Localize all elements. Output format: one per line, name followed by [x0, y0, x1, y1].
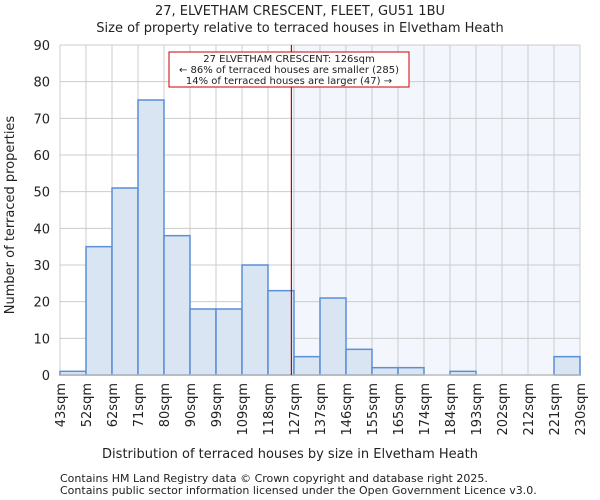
x-tick-label: 146sqm: [340, 383, 355, 436]
x-axis-label: Distribution of terraced houses by size …: [102, 447, 478, 462]
y-tick-label: 90: [33, 39, 50, 54]
x-tick-label: 90sqm: [184, 383, 199, 427]
y-tick-label: 80: [33, 76, 50, 91]
x-tick-label: 193sqm: [470, 383, 485, 436]
histogram-bar: [267, 289, 295, 376]
x-tick-label: 212sqm: [522, 383, 537, 436]
x-tick-label: 137sqm: [314, 383, 329, 436]
histogram-bar: [345, 348, 373, 376]
histogram-bar: [553, 355, 581, 376]
x-tick-label: 230sqm: [574, 383, 589, 436]
x-tick-label: 221sqm: [548, 383, 563, 436]
y-tick-label: 10: [33, 332, 50, 347]
histogram-bar: [85, 245, 113, 376]
histogram-bar: [397, 366, 425, 376]
histogram-bar: [189, 308, 217, 376]
histogram-bar: [111, 187, 139, 376]
x-tick-label: 165sqm: [392, 383, 407, 436]
y-tick-label: 50: [33, 186, 50, 201]
y-tick-label: 70: [33, 112, 50, 127]
histogram-bar: [163, 234, 191, 376]
y-tick-label: 0: [42, 369, 50, 384]
x-tick-label: 62sqm: [106, 383, 121, 427]
x-tick-label: 109sqm: [236, 383, 251, 436]
y-tick-label: 40: [33, 222, 50, 237]
x-tick-label: 127sqm: [288, 383, 303, 436]
histogram-bar: [137, 99, 165, 376]
histogram-bar: [319, 297, 347, 376]
x-tick-label: 43sqm: [54, 383, 69, 427]
y-axis-label: Number of terraced properties: [3, 116, 18, 315]
chart-subtitle: Size of property relative to terraced ho…: [96, 21, 503, 36]
histogram-bar: [215, 308, 243, 376]
x-tick-label: 52sqm: [80, 383, 95, 427]
footer-line-1: Contains HM Land Registry data © Crown c…: [60, 472, 488, 485]
chart-title: 27, ELVETHAM CRESCENT, FLEET, GU51 1BU: [155, 4, 445, 19]
annotation-line-2: ← 86% of terraced houses are smaller (28…: [179, 65, 399, 76]
x-tick-label: 184sqm: [444, 383, 459, 436]
x-tick-label: 174sqm: [418, 383, 433, 436]
x-tick-label: 202sqm: [496, 383, 511, 436]
histogram-bar: [293, 355, 321, 376]
y-tick-label: 60: [33, 149, 50, 164]
annotation-line-1: 27 ELVETHAM CRESCENT: 126sqm: [203, 54, 374, 65]
x-tick-label: 71sqm: [132, 383, 147, 427]
x-tick-label: 155sqm: [366, 383, 381, 436]
histogram-bar: [371, 366, 399, 376]
y-tick-label: 20: [33, 296, 50, 311]
histogram-bar: [241, 264, 269, 376]
x-tick-label: 99sqm: [210, 383, 225, 427]
annotation-line-3: 14% of terraced houses are larger (47) →: [186, 76, 392, 87]
x-tick-label: 80sqm: [158, 383, 173, 427]
y-tick-label: 30: [33, 259, 50, 274]
x-tick-label: 118sqm: [262, 383, 277, 436]
annotation-box: [168, 51, 410, 88]
footer-line-2: Contains public sector information licen…: [60, 484, 537, 497]
